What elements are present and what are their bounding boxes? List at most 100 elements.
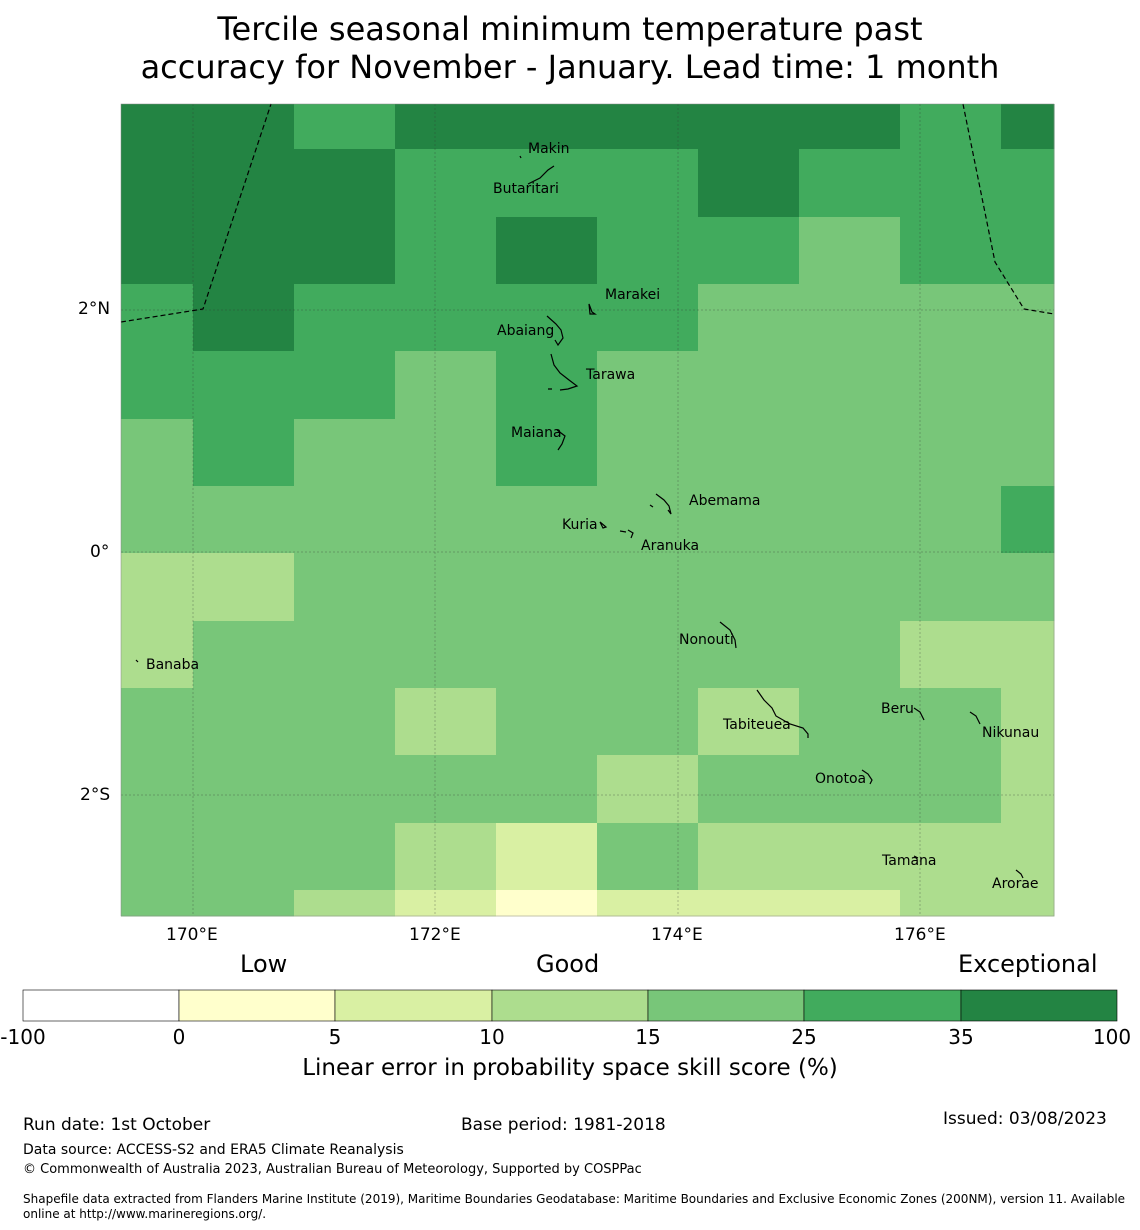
shapefile-credit-1: Shapefile data extracted from Flanders M… — [23, 1192, 1126, 1206]
grid-cell — [496, 217, 598, 285]
colorbar-tick: 10 — [479, 1025, 505, 1049]
colorbar-segment — [960, 989, 1118, 1022]
island-label-abemama: Abemama — [689, 493, 761, 509]
grid-cell — [193, 217, 295, 285]
grid-cell — [597, 486, 699, 554]
grid-cell — [193, 284, 295, 352]
grid-cell — [121, 755, 194, 824]
grid-cell — [900, 621, 1002, 689]
grid-cell — [698, 217, 800, 285]
grid-cell — [294, 149, 396, 218]
grid-cell — [698, 351, 800, 420]
colorbar-tick: 0 — [172, 1025, 186, 1049]
colorbar-good-label: Good — [536, 950, 600, 978]
grid-cell — [193, 419, 295, 487]
colorbar-segment — [491, 989, 649, 1022]
island-outline — [588, 303, 597, 315]
eez-line-east — [962, 103, 1055, 315]
grid-cell — [900, 149, 1002, 218]
grid-cell — [121, 621, 194, 689]
grid-cell — [1001, 688, 1055, 756]
grid-cell — [395, 553, 497, 622]
grid-cell — [1001, 284, 1055, 352]
island-outline — [548, 353, 579, 391]
shapefile-credit-2: online at http://www.marineregions.org/. — [23, 1207, 267, 1221]
grid-cell — [799, 890, 901, 917]
grid-cell — [121, 104, 194, 150]
island-outline — [519, 155, 522, 159]
island-label-marakei: Marakei — [605, 287, 661, 303]
grid-cell — [294, 419, 396, 487]
grid-cell — [597, 284, 699, 352]
grid-cell — [799, 419, 901, 487]
grid-cell — [1001, 419, 1055, 487]
grid-cell — [597, 890, 699, 917]
grid-cell — [395, 217, 497, 285]
grid-cell — [121, 351, 194, 420]
lat-label-2n: 2°N — [78, 299, 111, 319]
grid-cell — [900, 104, 1002, 150]
colorbar-tick: 35 — [948, 1025, 974, 1049]
island-outline — [556, 429, 566, 451]
grid-cell — [900, 823, 1002, 891]
grid-cell — [597, 688, 699, 756]
colorbar — [22, 989, 1118, 1022]
grid-cell — [496, 755, 598, 824]
grid-cell — [597, 104, 699, 150]
eez-boundary — [120, 103, 1055, 323]
grid-cell — [900, 351, 1002, 420]
eez-line-west — [120, 103, 272, 323]
island-label-nikunau: Nikunau — [982, 725, 1040, 741]
colorbar-tick: 5 — [328, 1025, 342, 1049]
grid-cell — [193, 149, 295, 218]
island-label-arorae: Arorae — [992, 876, 1039, 892]
grid-cell — [597, 419, 699, 487]
island-label-aranuka: Aranuka — [641, 538, 700, 554]
grid-cell — [193, 553, 295, 622]
island-outline — [619, 529, 634, 539]
grid-cell — [698, 688, 800, 756]
grid-cell — [900, 486, 1002, 554]
grid-cell — [799, 688, 901, 756]
grid-cell — [799, 284, 901, 352]
lon-label-172: 172°E — [409, 925, 461, 945]
grid-cell — [698, 553, 800, 622]
data-source: Data source: ACCESS-S2 and ERA5 Climate … — [23, 1142, 404, 1158]
grid-cell — [496, 104, 598, 150]
grid-cell — [121, 890, 194, 917]
graticule — [121, 104, 1054, 916]
island-label-onotoa: Onotoa — [815, 771, 867, 787]
colorbar-segment — [334, 989, 493, 1022]
grid-cell — [395, 755, 497, 824]
grid-cell — [900, 553, 1002, 622]
lon-label-174: 174°E — [651, 925, 703, 945]
island-label-kuria: Kuria — [562, 517, 598, 533]
grid-cell — [294, 890, 396, 917]
colorbar-tick: -100 — [0, 1025, 46, 1049]
grid-cell — [193, 621, 295, 689]
island-outline — [719, 621, 737, 649]
grid-cell — [698, 486, 800, 554]
island-label-nonouti: Nonouti — [679, 632, 734, 648]
lat-label-0: 0° — [90, 542, 110, 562]
grid-cell — [1001, 486, 1055, 554]
grid-cell — [294, 284, 396, 352]
grid-cell — [294, 688, 396, 756]
grid-cell — [121, 149, 194, 218]
colorbar-exceptional-label: Exceptional — [958, 950, 1098, 978]
grid-cell — [294, 621, 396, 689]
grid-cell — [1001, 755, 1055, 824]
island-label-tarawa: Tarawa — [586, 367, 636, 383]
grid-cell — [496, 486, 598, 554]
grid-cell — [698, 823, 800, 891]
map-frame — [120, 103, 1055, 917]
grid-cell — [496, 149, 598, 218]
chart-title: Tercile seasonal minimum temperature pas… — [0, 10, 1140, 86]
grid-cell — [900, 890, 1002, 917]
grid-cell — [799, 621, 901, 689]
island-outline — [527, 165, 555, 185]
grid-cell — [597, 149, 699, 218]
grid-cell — [193, 688, 295, 756]
island-label-abaiang: Abaiang — [497, 323, 555, 339]
grid-cell — [597, 823, 699, 891]
